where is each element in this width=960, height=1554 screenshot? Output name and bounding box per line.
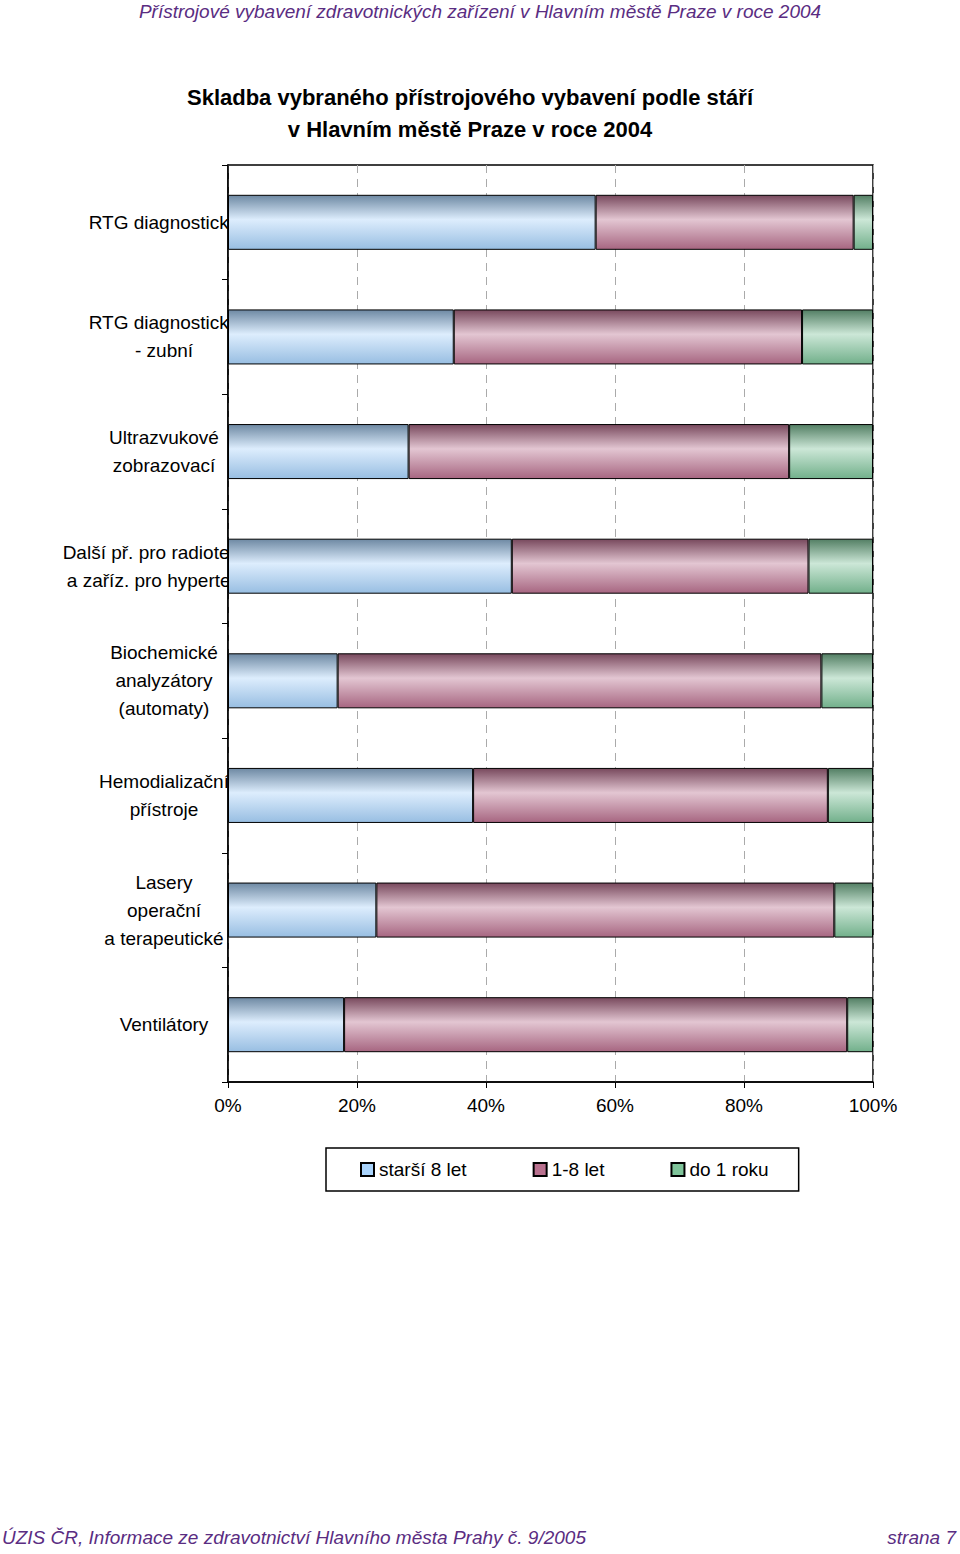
svg-text:přístroje: přístroje [130, 799, 199, 820]
svg-text:40%: 40% [467, 1095, 505, 1116]
svg-text:analyzátory: analyzátory [115, 670, 213, 691]
svg-text:Ventilátory: Ventilátory [120, 1014, 209, 1035]
svg-text:do 1 roku: do 1 roku [689, 1159, 768, 1180]
svg-text:a terapeutické: a terapeutické [104, 928, 223, 949]
svg-text:Biochemické: Biochemické [110, 642, 218, 663]
svg-text:a zaříz. pro hypertermii: a zaříz. pro hypertermii [66, 569, 262, 591]
svg-text:RTG diagnostické: RTG diagnostické [89, 312, 240, 333]
svg-text:Hemodializační: Hemodializační [99, 771, 230, 792]
svg-text:Skladba vybraného přístrojovéh: Skladba vybraného přístrojového vybavení… [187, 85, 754, 110]
svg-text:100%: 100% [849, 1095, 898, 1116]
html-text:ÚZIS ČR, Informace ze zdravotn: ÚZIS ČR, Informace ze zdravotnictví Hlav… [2, 1527, 586, 1548]
svg-text:(automaty): (automaty) [119, 698, 210, 719]
html-text:strana 7: strana 7 [887, 1527, 956, 1548]
svg-text:Další př. pro radioterapii: Další př. pro radioterapii [62, 541, 266, 563]
svg-text:Ultrazvukové: Ultrazvukové [109, 427, 219, 448]
svg-text:zobrazovací: zobrazovací [113, 455, 216, 476]
svg-text:Lasery: Lasery [135, 872, 193, 893]
html-text:Přístrojové vybavení zdravotni: Přístrojové vybavení zdravotnických zaří… [138, 1, 822, 22]
svg-text:operační: operační [127, 900, 202, 921]
svg-text:60%: 60% [596, 1095, 634, 1116]
svg-text:starší 8 let: starší 8 let [379, 1159, 467, 1180]
svg-text:80%: 80% [725, 1095, 763, 1116]
svg-text:0%: 0% [214, 1095, 242, 1116]
svg-text:1-8 let: 1-8 let [552, 1159, 606, 1180]
svg-text:20%: 20% [338, 1095, 376, 1116]
svg-text:v Hlavním městě Praze v roce 2: v Hlavním městě Praze v roce 2004 [288, 117, 653, 142]
svg-text:- zubní: - zubní [135, 340, 194, 361]
svg-text:RTG diagnostické: RTG diagnostické [89, 212, 240, 233]
